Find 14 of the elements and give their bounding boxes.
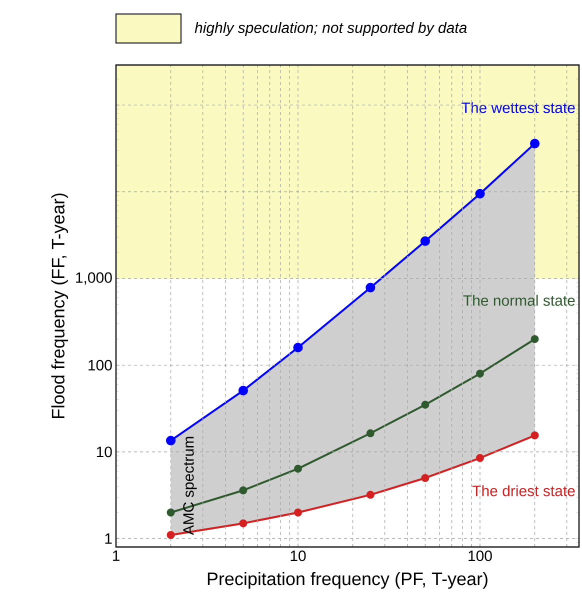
annotation: AMC spectrum (183, 436, 197, 536)
y-tick-label: 100 (88, 360, 112, 370)
y-tick-label: 1 (105, 533, 112, 544)
y-tick-label: 10 (96, 446, 112, 458)
x-tick-label: 100 (468, 550, 492, 562)
text: The wettest state (462, 102, 575, 114)
band-label: highly speculation; not supported by data (194, 22, 467, 36)
x-tick-label: 10 (290, 550, 306, 562)
series-label: The driest state (472, 485, 575, 496)
x-tick-label: 1 (112, 550, 120, 561)
text: The normal state (463, 294, 575, 306)
x-axis-title: Precipitation frequency (PF, T-year) (208, 572, 488, 589)
y-tick-label: 1,000 (76, 272, 112, 285)
y-axis-title: Flood frequency (FF, T-year) (51, 194, 68, 418)
